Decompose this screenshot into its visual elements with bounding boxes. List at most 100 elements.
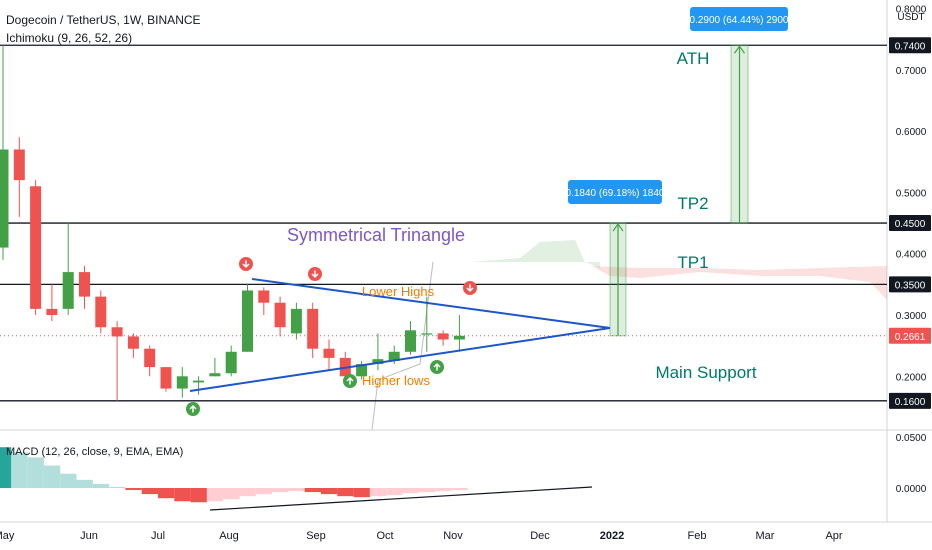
time-tick-label: Nov xyxy=(443,530,463,542)
macd-histogram-bar xyxy=(125,488,142,491)
level-price-tag xyxy=(889,276,931,293)
macd-tick-label: 0.0000 xyxy=(896,484,927,495)
higher-lows-label: Higher lows xyxy=(362,373,430,388)
upper-trendline xyxy=(251,278,611,329)
candle-body xyxy=(30,186,42,309)
signal-arrow xyxy=(466,284,474,293)
price-tick-label: 0.5000 xyxy=(896,188,927,199)
time-tick-label: Sep xyxy=(306,530,326,542)
macd-histogram-bar xyxy=(206,488,224,502)
candle-body xyxy=(258,290,270,303)
level-price-tag xyxy=(889,392,931,409)
macd-histogram-bar xyxy=(158,488,175,499)
macd-histogram-bar xyxy=(109,486,126,488)
ichimoku-cloud-green xyxy=(433,240,600,268)
level-price-tag xyxy=(889,37,931,54)
macd-histogram-bar xyxy=(272,488,289,493)
candle-body xyxy=(242,290,253,352)
candle-body xyxy=(79,272,90,297)
candle-body xyxy=(160,367,172,389)
candle-body xyxy=(13,149,25,181)
candle-body xyxy=(62,272,74,309)
price-tick-label: 0.2000 xyxy=(896,372,927,383)
main-support-label: Main Support xyxy=(655,363,756,382)
candle-body xyxy=(111,327,123,337)
ath-label: ATH xyxy=(677,49,710,68)
target2-badge xyxy=(690,7,788,31)
candle-body xyxy=(176,376,188,389)
symbol-title[interactable]: Dogecoin / TetherUS, 1W, BINANCE xyxy=(6,13,201,27)
last-price-label: 0.2661 xyxy=(895,332,926,343)
macd-histogram-bar xyxy=(239,488,256,497)
macd-histogram-bar xyxy=(223,488,240,500)
candle-body xyxy=(453,335,465,340)
time-tick-label: Jun xyxy=(80,530,98,542)
target1-badge xyxy=(568,180,662,204)
tp1-label: TP1 xyxy=(677,253,708,272)
candle-body xyxy=(144,348,156,368)
macd-histogram-bar xyxy=(402,488,419,494)
candle-body xyxy=(388,351,400,361)
time-tick-label: May xyxy=(0,530,15,542)
macd-histogram-bar xyxy=(11,452,28,488)
macd-histogram-bar xyxy=(0,447,12,488)
candle-body xyxy=(127,336,139,349)
candle-body xyxy=(46,308,58,315)
macd-histogram-bar xyxy=(353,488,370,498)
macd-histogram-bar xyxy=(43,465,61,488)
price-tick-label: 0.3000 xyxy=(896,311,927,322)
candle-body xyxy=(421,333,433,335)
macd-histogram-bar xyxy=(288,488,305,492)
macd-histogram-bar xyxy=(174,488,191,502)
time-tick-label: Aug xyxy=(219,530,239,542)
macd-histogram-bar xyxy=(92,483,110,488)
signal-arrow xyxy=(311,270,319,279)
lower-highs-label: Lower Highs xyxy=(362,284,435,299)
macd-indicator-label[interactable]: MACD (12, 26, close, 9, EMA, EMA) xyxy=(6,446,183,458)
macd-histogram-bar xyxy=(451,488,468,491)
ichimoku-cloud-red xyxy=(592,266,887,300)
target2-text: 0.2900 (64.44%) 2900 xyxy=(690,15,789,26)
macd-histogram-bar xyxy=(435,488,452,492)
time-tick-label: Mar xyxy=(756,530,775,542)
target1-text: 0.1840 (69.18%) 1840 xyxy=(566,188,665,199)
time-tick-label: Feb xyxy=(688,530,707,542)
candle-body xyxy=(95,296,107,328)
candle-body xyxy=(209,373,221,377)
macd-histogram-bar xyxy=(76,479,93,488)
macd-tick-label: 0.0500 xyxy=(896,433,927,444)
level-price-label: 0.4500 xyxy=(895,219,926,230)
price-tick-label: 0.7000 xyxy=(896,66,927,77)
level-price-label: 0.3500 xyxy=(895,280,926,291)
signal-arrow xyxy=(433,362,441,371)
macd-histogram-bar xyxy=(418,488,436,493)
time-tick-label: Dec xyxy=(530,530,550,542)
ichimoku-indicator-label[interactable]: Ichimoku (9, 26, 52, 26) xyxy=(6,31,132,45)
candle-body xyxy=(307,308,319,349)
last-price-tag xyxy=(889,327,931,344)
candle-body xyxy=(372,359,384,365)
pattern-title: Symmetrical Trinangle xyxy=(287,225,465,245)
time-tick-label: Oct xyxy=(376,530,393,542)
candle-body xyxy=(290,308,302,334)
level-price-tag xyxy=(889,215,931,232)
target1-arrowhead xyxy=(612,223,624,232)
target2-arrowhead xyxy=(734,45,745,54)
candle-body xyxy=(274,302,286,328)
price-tick-label: 0.6000 xyxy=(896,127,927,138)
candle-body xyxy=(225,351,237,374)
macd-histogram-bar xyxy=(255,488,273,495)
macd-trendline xyxy=(209,486,593,511)
price-tick-label: 0.4000 xyxy=(896,250,927,261)
macd-histogram-bar xyxy=(304,488,321,493)
candle-body xyxy=(405,330,416,352)
macd-histogram-bar xyxy=(141,488,158,495)
level-price-label: 0.7400 xyxy=(895,41,926,52)
macd-histogram-bar xyxy=(337,488,354,497)
macd-histogram-bar xyxy=(386,488,403,496)
candle-body xyxy=(356,364,368,377)
time-tick-label: 2022 xyxy=(600,530,624,542)
macd-histogram-bar xyxy=(321,488,338,495)
